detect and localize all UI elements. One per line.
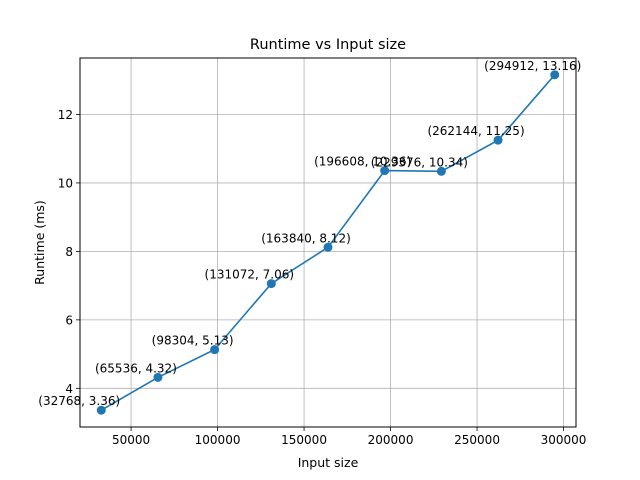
- data-label: (294912, 13.16): [484, 59, 581, 73]
- plot-frame: [79, 57, 577, 428]
- y-tick-label: 12: [58, 108, 73, 122]
- data-point: [323, 242, 333, 252]
- x-tick-label: 150000: [281, 433, 327, 447]
- grid: [80, 58, 576, 427]
- x-tick-label: 200000: [368, 433, 414, 447]
- x-axis-label: Input size: [298, 455, 359, 470]
- axis-ticks: 50000 100000 150000 200000 250000 300000 4 6 8 10…: [58, 108, 587, 447]
- data-label: (32768, 3.36): [38, 394, 120, 408]
- data-label: (65536, 4.32): [95, 361, 177, 375]
- x-tick-label: 300000: [541, 433, 587, 447]
- point-labels: (32768, 3.36) (65536, 4.32) (98304, 5.13) (…: [38, 59, 581, 408]
- data-label: (163840, 8.12): [261, 231, 351, 245]
- y-tick-label: 4: [65, 382, 73, 396]
- x-tick-label: 250000: [454, 433, 500, 447]
- data-label: (131072, 7.06): [205, 268, 295, 282]
- data-point: [550, 70, 560, 80]
- series-runtime: [96, 70, 560, 415]
- x-tick-label: 50000: [112, 433, 150, 447]
- data-label: (262144, 11.25): [427, 124, 524, 138]
- y-tick-label: 8: [65, 245, 73, 259]
- x-tick-label: 100000: [195, 433, 241, 447]
- data-point: [153, 372, 163, 382]
- y-axis-label: Runtime (ms): [32, 200, 47, 285]
- data-point: [380, 166, 390, 176]
- data-label: (229376, 10.34): [371, 155, 468, 169]
- y-tick-label: 10: [58, 176, 73, 190]
- y-tick-label: 6: [65, 313, 73, 327]
- data-point: [436, 166, 446, 176]
- data-point: [266, 279, 276, 289]
- data-point: [96, 405, 106, 415]
- data-point: [493, 135, 503, 145]
- data-label: (196608, 10.36): [314, 155, 411, 169]
- data-point: [210, 345, 220, 355]
- data-label: (98304, 5.13): [152, 334, 234, 348]
- chart-title: Runtime vs Input size: [250, 37, 406, 53]
